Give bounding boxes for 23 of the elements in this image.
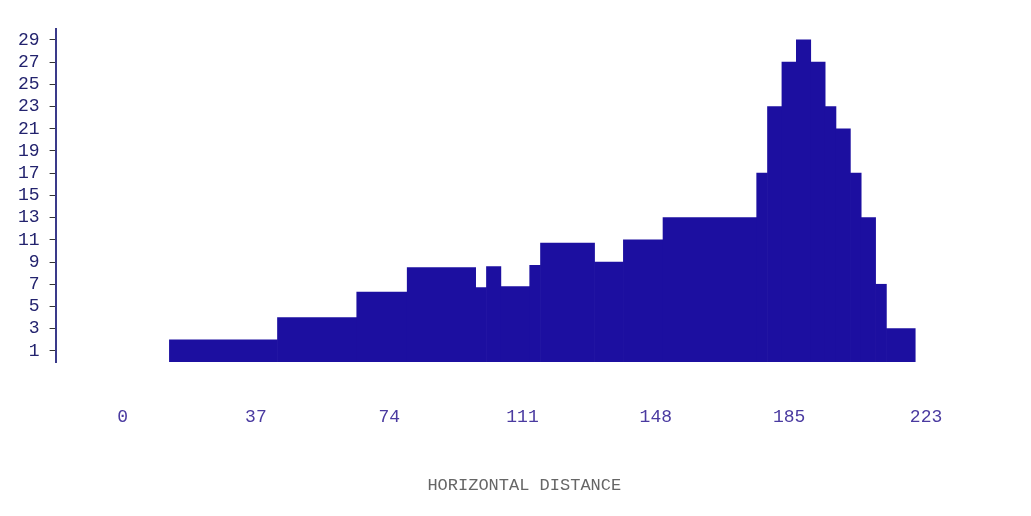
y-tick-label: 19 xyxy=(17,140,40,161)
y-tick-label: 23 xyxy=(17,96,40,117)
x-tick-label: 223 xyxy=(909,406,943,427)
y-tick-label: 3 xyxy=(28,318,40,339)
x-tick-label: 0 xyxy=(117,406,128,427)
x-tick-label: 74 xyxy=(378,406,400,427)
y-tick-label: 11 xyxy=(17,229,40,250)
y-tick-label: 25 xyxy=(17,74,40,95)
y-tick-label: 29 xyxy=(17,29,40,50)
x-axis-title: HORIZONTAL DISTANCE xyxy=(427,476,622,496)
x-tick-label: 37 xyxy=(245,406,267,427)
y-tick-label: 15 xyxy=(17,185,40,206)
x-tick-label: 148 xyxy=(639,406,673,427)
x-tick-label: 185 xyxy=(772,406,806,427)
y-tick-label: 27 xyxy=(17,51,40,72)
y-tick-label: 7 xyxy=(28,274,40,295)
y-tick-label: 21 xyxy=(17,118,40,139)
y-tick-label: 9 xyxy=(28,251,40,272)
y-tick-label: 5 xyxy=(28,296,40,317)
y-tick-label: 13 xyxy=(17,207,40,228)
y-tick-label: 17 xyxy=(17,162,40,183)
y-tick-label: 1 xyxy=(28,340,40,361)
x-tick-label: 111 xyxy=(506,406,539,427)
